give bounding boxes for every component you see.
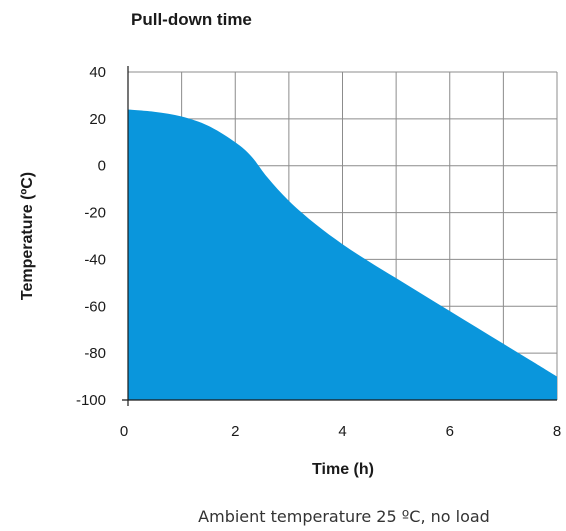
x-axis-label: Time (h) bbox=[312, 461, 374, 478]
x-tick-label: 2 bbox=[231, 423, 239, 440]
y-tick-label: -40 bbox=[84, 251, 106, 268]
y-tick-label: 0 bbox=[98, 158, 106, 175]
y-tick-label: -80 bbox=[84, 345, 106, 362]
x-tick-label: 0 bbox=[120, 423, 128, 440]
temperature-area bbox=[128, 109, 557, 400]
x-tick-label: 6 bbox=[446, 423, 454, 440]
y-tick-label: 20 bbox=[89, 111, 106, 128]
y-tick-label: -100 bbox=[76, 392, 106, 409]
y-tick-label: -20 bbox=[84, 205, 106, 222]
x-tick-label: 4 bbox=[338, 423, 346, 440]
y-tick-labels: 40 20 0 -20 -40 -60 -80 -100 bbox=[76, 64, 106, 409]
axes bbox=[122, 66, 557, 406]
y-tick-label: -60 bbox=[84, 298, 106, 315]
x-tick-labels: 0 2 4 6 8 bbox=[120, 423, 561, 440]
y-axis-label: Temperature (ºC) bbox=[19, 172, 36, 300]
chart-note: Ambient temperature 25 ºC, no load bbox=[198, 507, 490, 526]
chart-title: Pull-down time bbox=[131, 10, 252, 29]
x-tick-label: 8 bbox=[553, 423, 561, 440]
y-tick-label: 40 bbox=[89, 64, 106, 81]
